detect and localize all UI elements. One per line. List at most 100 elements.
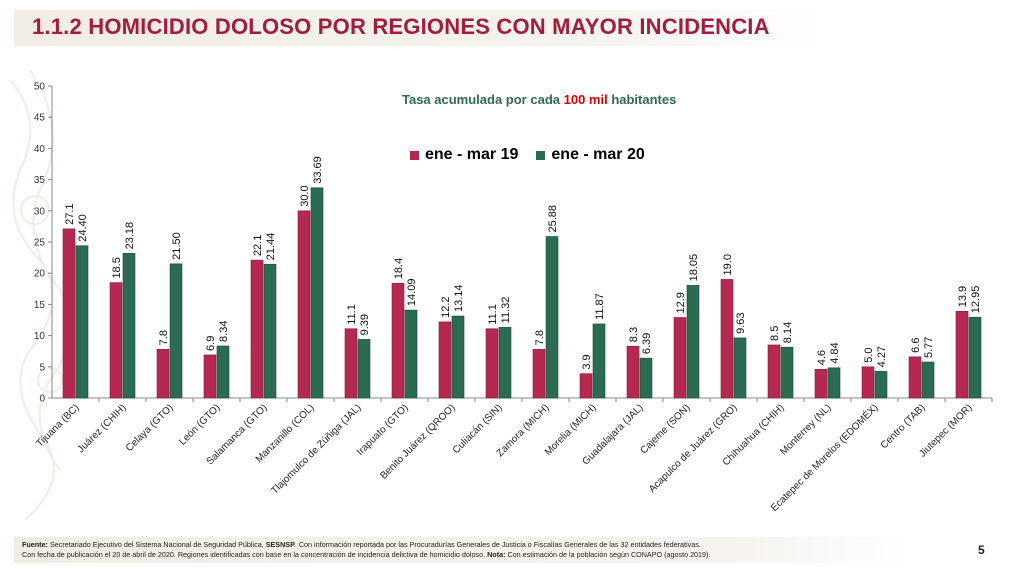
data-label-series-1: 6.9 <box>205 336 217 351</box>
y-tick-label: 50 <box>34 82 46 93</box>
legend-label-series-1: ene - mar 19 <box>425 146 519 163</box>
page-title: 1.1.2 HOMICIDIO DOLOSO POR REGIONES CON … <box>32 14 770 39</box>
legend-label-series-2: ene - mar 20 <box>551 146 645 163</box>
category-label: Tijuana (BC) <box>34 402 81 449</box>
y-tick-label: 20 <box>34 269 46 280</box>
bar-series-2 <box>780 346 794 399</box>
bar-series-1 <box>579 373 593 399</box>
title-band <box>14 10 824 46</box>
bar-series-1 <box>297 210 311 399</box>
category-label: Celaya (GTO) <box>124 402 176 454</box>
legend-item-series-1: ene - mar 19 <box>410 146 518 164</box>
category-label: Culiacán (SIN) <box>451 402 505 456</box>
data-label-series-2: 12.95 <box>970 286 982 314</box>
data-label-series-1: 12.9 <box>675 292 687 313</box>
data-label-series-2: 4.27 <box>876 346 888 367</box>
bar-series-2 <box>169 263 183 399</box>
subtitle-highlight: 100 mil <box>563 92 608 107</box>
y-tick-label: 0 <box>39 394 45 405</box>
data-label-series-1: 13.9 <box>957 286 969 307</box>
x-axis <box>52 397 993 402</box>
bar-series-1 <box>814 368 828 399</box>
data-label-series-2: 4.84 <box>829 342 841 363</box>
bar-series-1 <box>626 345 640 399</box>
bar-series-2 <box>404 309 418 399</box>
bar-series-2 <box>310 187 324 399</box>
y-tick-label: 30 <box>34 206 46 217</box>
bar-series-1 <box>344 328 358 399</box>
source-line-2: Con fecha de publicación el 20 de abril … <box>22 550 711 559</box>
data-label-series-2: 23.18 <box>124 222 136 250</box>
data-label-series-2: 11.87 <box>594 293 606 320</box>
bar-labels: 27.124.40 18.523.18 7.8 21.50 6.98.34 22.1 21.… <box>64 156 982 369</box>
category-label: León (GTO) <box>177 402 222 447</box>
bar-series-2 <box>451 315 465 399</box>
legend-swatch-series-1 <box>410 150 419 160</box>
category-label: Tlajomulco de Zúñiga (JAL) <box>269 402 363 496</box>
data-label-series-2: 8.14 <box>782 322 794 343</box>
y-tick-label: 25 <box>34 238 46 249</box>
bar-series-1 <box>203 354 217 399</box>
source-note: Fuente: Secretariado Ejecutivo del Siste… <box>22 540 902 560</box>
data-label-series-1: 7.8 <box>158 330 170 345</box>
data-label-series-1: 8.5 <box>769 326 781 341</box>
bar-series-1 <box>62 228 76 399</box>
data-label-series-2: 9.39 <box>359 314 371 335</box>
bar-series-2 <box>827 367 841 399</box>
y-tick-label: 40 <box>34 144 46 155</box>
legend-item-series-2: ene - mar 20 <box>536 146 645 164</box>
data-label-series-2: 18.05 <box>688 254 700 282</box>
data-label-series-1: 4.6 <box>816 350 828 365</box>
bars <box>62 187 982 399</box>
bar-series-1 <box>109 282 123 399</box>
y-tick-label: 10 <box>34 331 46 342</box>
bar-series-1 <box>908 356 922 399</box>
bar-chart: 0 5 10 15 20 25 30 35 40 45 50 27.124.40 18.523.18 7… <box>34 82 993 514</box>
bar-series-2 <box>592 323 606 399</box>
bar-series-2 <box>75 245 89 399</box>
data-label-series-1: 3.9 <box>581 354 593 369</box>
data-label-series-1: 7.8 <box>534 330 546 345</box>
category-label: Juárez (CHIH) <box>76 402 129 455</box>
category-labels: Tijuana (BC)Juárez (CHIH)Celaya (GTO) Leó… <box>34 401 974 514</box>
data-label-series-1: 27.1 <box>64 203 76 224</box>
bar-series-1 <box>955 310 969 399</box>
bar-series-2 <box>874 371 888 399</box>
bar-series-2 <box>733 337 747 399</box>
data-label-series-1: 19.0 <box>722 254 734 275</box>
bar-series-2 <box>357 339 371 399</box>
data-label-series-1: 22.1 <box>252 235 264 256</box>
data-label-series-2: 11.32 <box>500 297 512 324</box>
data-label-series-2: 9.63 <box>735 312 747 333</box>
legend-swatch-series-2 <box>536 150 546 160</box>
bar-series-1 <box>532 349 546 399</box>
y-tick-label: 15 <box>34 300 46 311</box>
bar-series-2 <box>122 253 136 399</box>
data-label-series-1: 5.0 <box>863 348 875 363</box>
data-label-series-2: 5.77 <box>923 337 935 358</box>
data-label-series-2: 13.14 <box>453 284 465 312</box>
footer-band <box>14 537 910 563</box>
bar-series-2 <box>216 345 230 399</box>
data-label-series-1: 6.6 <box>910 338 922 353</box>
bar-series-1 <box>250 259 264 399</box>
bar-series-1 <box>767 344 781 399</box>
page-number: 5 <box>978 543 985 557</box>
y-tick-label: 45 <box>34 113 46 124</box>
data-label-series-2: 6.39 <box>641 333 653 354</box>
data-label-series-1: 11.1 <box>487 304 499 325</box>
data-label-series-2: 21.44 <box>265 233 277 261</box>
data-label-series-1: 18.4 <box>393 258 405 279</box>
bar-series-2 <box>263 263 277 399</box>
data-label-series-1: 30.0 <box>299 185 311 206</box>
bar-series-1 <box>861 366 875 399</box>
category-label: Acapulco de Juárez (GRO) <box>647 402 740 495</box>
data-label-series-2: 25.88 <box>547 205 559 233</box>
data-label-series-1: 12.2 <box>440 296 452 317</box>
y-tick-label: 5 <box>39 362 45 373</box>
data-label-series-2: 21.50 <box>171 232 183 260</box>
bar-series-1 <box>391 282 405 399</box>
bar-series-2 <box>686 285 700 399</box>
bar-series-1 <box>156 349 170 399</box>
bar-series-2 <box>639 357 653 399</box>
